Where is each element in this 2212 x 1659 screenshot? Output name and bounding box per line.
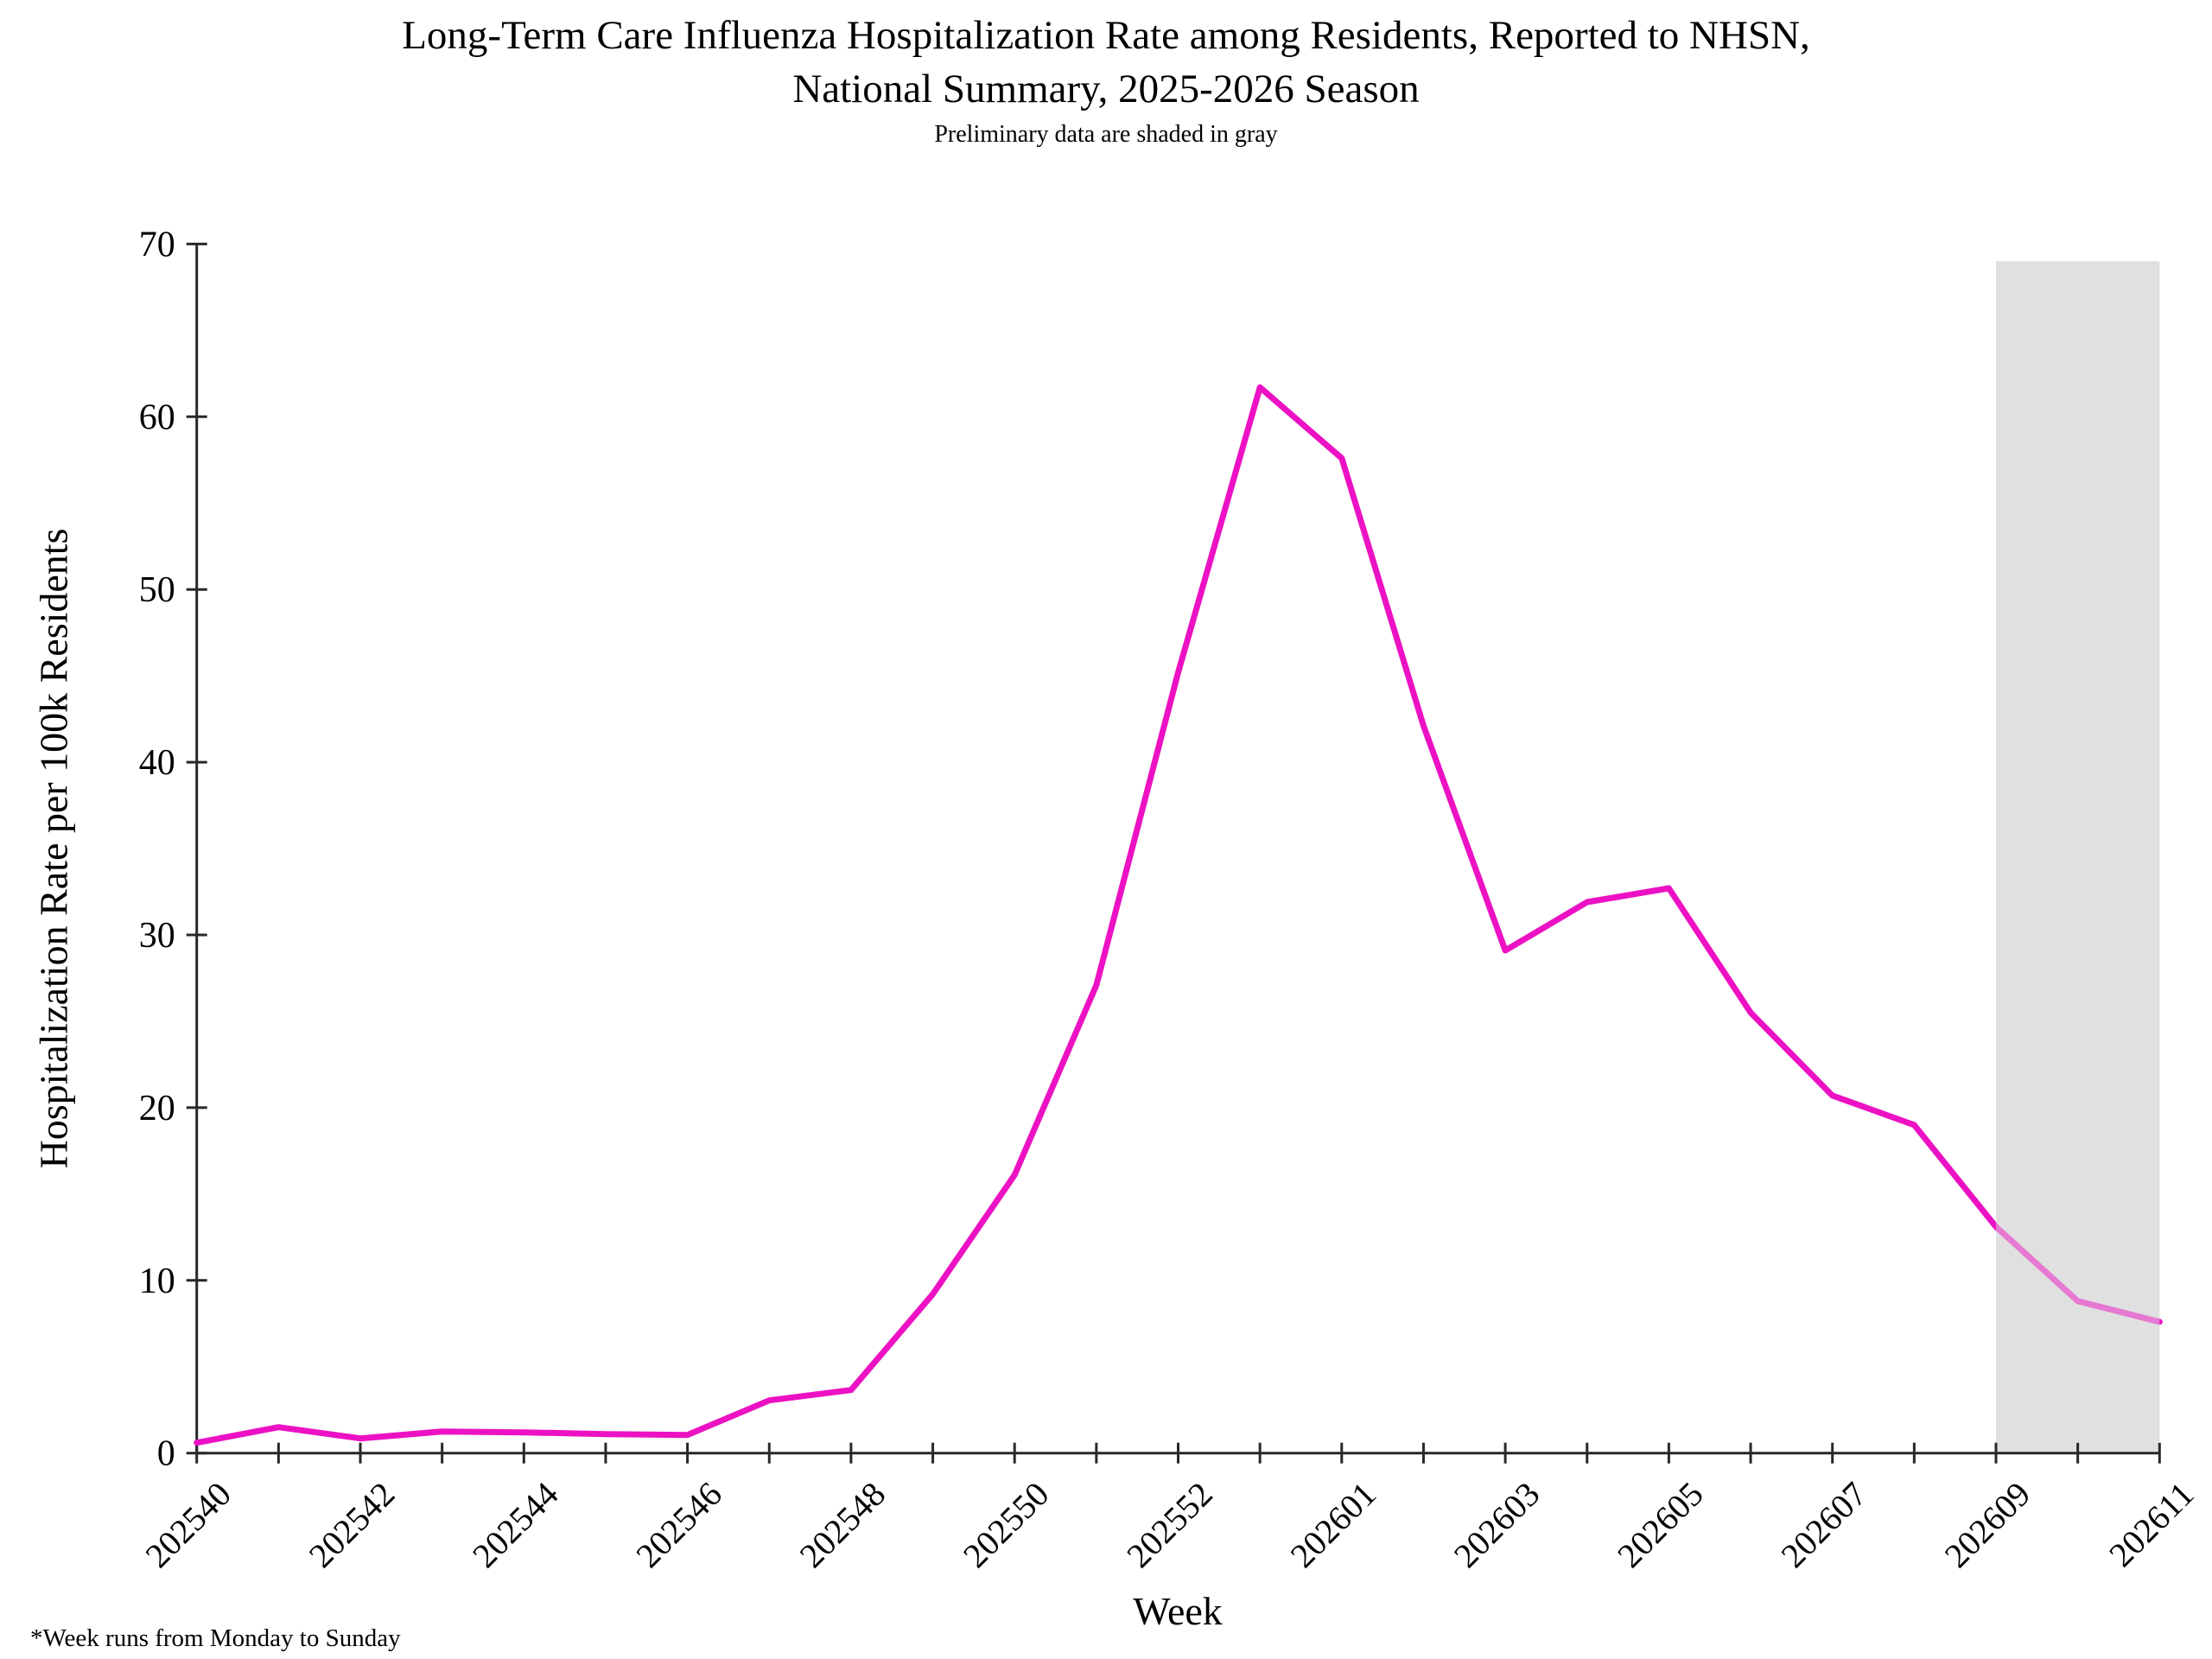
x-tick-label: 202546 (628, 1474, 729, 1575)
hospitalization-rate-line (194, 384, 2163, 1446)
preliminary-overlay-rect (1996, 261, 2160, 1443)
chart-title-line2: National Summary, 2025-2026 Season (792, 67, 1420, 111)
x-tick-label: 202544 (465, 1474, 566, 1575)
data-line (194, 384, 2163, 1446)
x-tick-label: 202609 (1937, 1474, 2038, 1575)
chart-title-line1: Long-Term Care Influenza Hospitalization… (402, 13, 1810, 58)
y-tick-label: 20 (139, 1089, 175, 1128)
x-tick-label: 202542 (302, 1474, 403, 1575)
y-tick-label: 50 (139, 570, 175, 610)
chart-subtitle: Preliminary data are shaded in gray (934, 121, 1278, 148)
x-tick-label: 202611 (2101, 1474, 2202, 1574)
axes (195, 244, 2159, 1455)
x-axis-ticks: 202540 202542 202544 202546 202548 202550 2025… (137, 1442, 2202, 1575)
x-tick-label: 202540 (137, 1474, 238, 1575)
y-tick-label: 10 (139, 1262, 175, 1301)
x-tick-label: 202552 (1119, 1474, 1220, 1575)
x-tick-label: 202550 (956, 1474, 1057, 1575)
y-axis-label: Hospitalization Rate per 100k Residents (31, 528, 76, 1169)
y-tick-label: 60 (139, 397, 175, 437)
y-tick-label: 0 (157, 1434, 175, 1474)
x-tick-label: 202548 (792, 1474, 893, 1575)
x-tick-label: 202603 (1446, 1474, 1548, 1575)
y-tick-label: 70 (139, 225, 175, 264)
x-tick-label: 202607 (1773, 1474, 1874, 1575)
preliminary-shaded-overlay (1996, 261, 2160, 1443)
x-axis-label: Week (1133, 1589, 1223, 1633)
y-tick-label: 30 (139, 916, 175, 956)
y-axis-ticks: 0 10 20 30 40 50 60 70 (139, 225, 207, 1474)
footnote: *Week runs from Monday to Sunday (30, 1624, 401, 1652)
x-tick-label: 202601 (1282, 1474, 1383, 1575)
x-tick-label: 202605 (1610, 1474, 1711, 1575)
y-tick-label: 40 (139, 743, 175, 783)
